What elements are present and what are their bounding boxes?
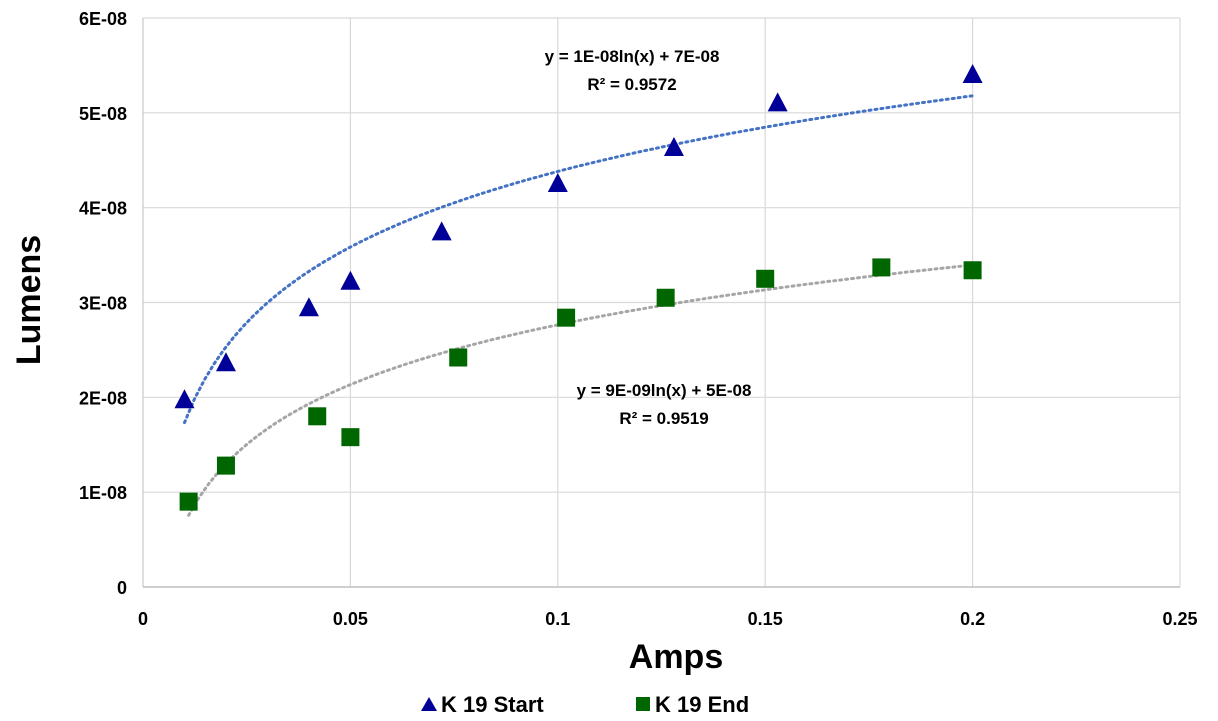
data-point-start <box>663 136 684 156</box>
trendline-equation-start: y = 1E-08ln(x) + 7E-08 <box>545 47 720 66</box>
data-point-end <box>449 348 468 367</box>
data-point-start <box>174 389 195 409</box>
y-tick-label: 3E-08 <box>79 294 127 314</box>
gridlines <box>143 17 1181 587</box>
axes <box>142 18 1180 588</box>
data-point-start <box>340 270 361 290</box>
data-point-start <box>215 352 236 372</box>
y-tick-label: 1E-08 <box>79 483 127 503</box>
legend-label-start: K 19 Start <box>441 692 544 717</box>
y-tick-label: 6E-08 <box>79 9 127 29</box>
data-point-end <box>308 407 327 426</box>
data-point-start <box>962 63 983 83</box>
trendlines <box>183 94 975 517</box>
y-tick-label: 0 <box>117 578 127 598</box>
y-axis-title: Lumens <box>10 235 48 365</box>
data-point-end <box>963 261 982 280</box>
data-point-end <box>656 288 675 307</box>
x-tick-label: 0.15 <box>748 609 783 629</box>
y-tick-label: 4E-08 <box>79 199 127 219</box>
x-axis-title: Amps <box>629 638 723 676</box>
x-tick-label: 0.1 <box>545 609 570 629</box>
data-point-end <box>341 428 360 447</box>
trendline-r2-end: R² = 0.9519 <box>619 409 708 428</box>
data-point-start <box>547 173 568 193</box>
legend-label-end: K 19 End <box>655 692 749 717</box>
legend-marker-start <box>421 697 437 711</box>
data-point-end <box>756 269 775 288</box>
data-point-start <box>431 221 452 241</box>
trendline-equation-end: y = 9E-09ln(x) + 5E-08 <box>577 381 752 400</box>
y-tick-labels: 0 1E-08 2E-08 3E-08 4E-08 5E-08 6E-08 <box>79 9 127 598</box>
legend-marker-end <box>636 697 650 711</box>
data-point-end <box>872 258 891 277</box>
data-point-end <box>216 456 235 475</box>
trendline-start <box>183 94 975 425</box>
x-tick-label: 0 <box>138 609 148 629</box>
y-tick-label: 2E-08 <box>79 388 127 408</box>
data-point-end <box>557 308 576 327</box>
data-point-start <box>298 297 319 317</box>
y-tick-label: 5E-08 <box>79 104 127 124</box>
data-point-start <box>767 92 788 112</box>
x-tick-label: 0.05 <box>333 609 368 629</box>
x-tick-labels: 0 0.05 0.1 0.15 0.2 0.25 <box>138 609 1198 629</box>
x-tick-label: 0.2 <box>960 609 985 629</box>
data-point-end <box>179 492 198 511</box>
trendline-r2-start: R² = 0.9572 <box>587 75 676 94</box>
trendline-end <box>187 263 975 517</box>
data-points <box>174 63 983 511</box>
legend: K 19 Start K 19 End <box>421 692 749 717</box>
x-tick-label: 0.25 <box>1162 609 1197 629</box>
